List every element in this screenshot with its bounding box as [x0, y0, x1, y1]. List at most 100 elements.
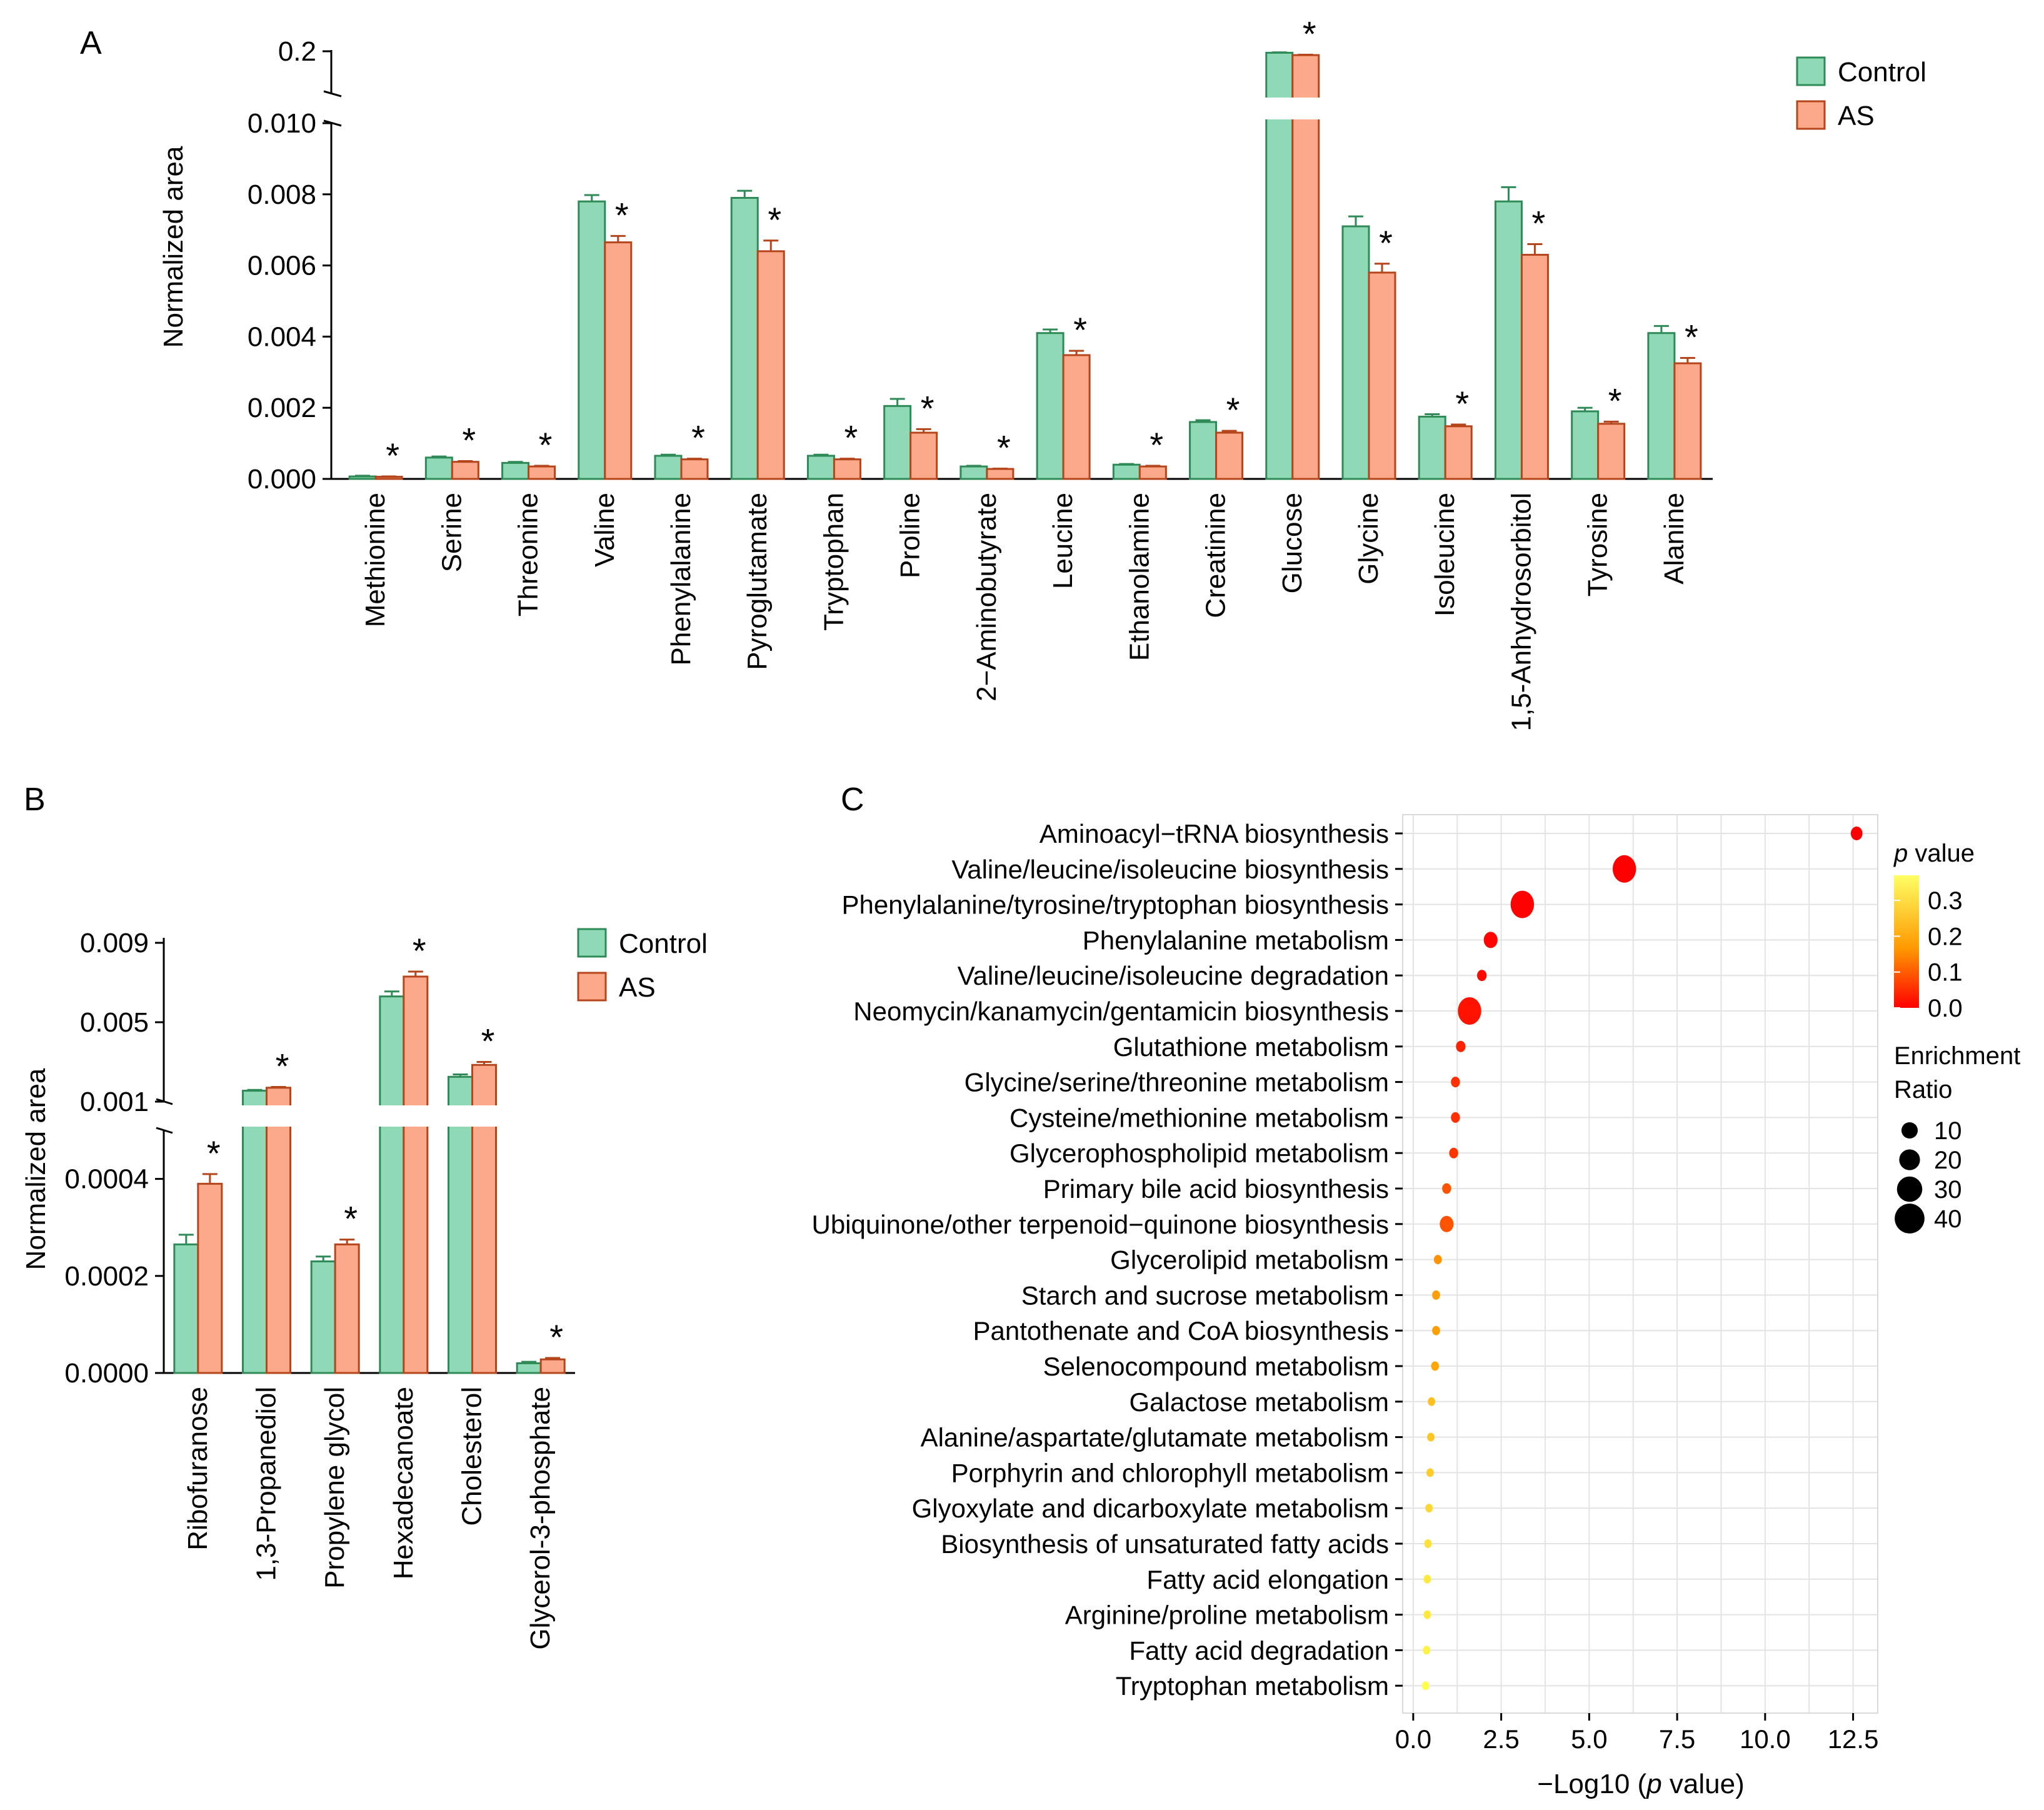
bar-control: [242, 1090, 268, 1374]
x-tick-label: Tyrosine: [1583, 493, 1613, 596]
panel-a-y-ticks: 0.000 0.002 0.004 0.006 0.008 0.010 0.2: [248, 36, 331, 495]
x-tick-label: Hexadecanoate: [388, 1387, 419, 1579]
significance-star: *: [1226, 390, 1240, 430]
y-tick-label: 0.0002: [64, 1261, 149, 1292]
x-tick-label: 5.0: [1571, 1724, 1607, 1754]
pathway-label: Neomycin/kanamycin/gentamicin biosynthes…: [853, 997, 1389, 1026]
bar-as: [1062, 354, 1091, 480]
panel-a-legend-as-swatch: [1796, 100, 1826, 130]
panel-a-bars: * * * * * * * * * * * * * * * * * *: [348, 14, 1702, 480]
color-tick-label: 0.1: [1928, 959, 1963, 987]
pathway-label: Glycerophospholipid metabolism: [1009, 1139, 1389, 1168]
y-tick-label: 0.005: [80, 1007, 149, 1038]
bar-as: [403, 975, 429, 1374]
significance-star: *: [549, 1317, 563, 1357]
panel-c-pathway-labels: Aminoacyl−tRNA biosynthesis Valine/leucin…: [811, 819, 1403, 1701]
x-tick-label: 0.0: [1395, 1724, 1431, 1754]
panel-b-axis-break-bottom: [156, 1127, 173, 1134]
color-tick-label: 0.0: [1928, 995, 1963, 1022]
pathway-point: [1427, 1432, 1435, 1442]
pathway-point: [1612, 855, 1636, 883]
pathway-label: Starch and sucrose metabolism: [1021, 1280, 1389, 1310]
y-tick-label: 0.000: [248, 464, 316, 495]
pathway-point: [1440, 1215, 1454, 1232]
panel-a-legend-control-swatch: [1796, 56, 1826, 86]
significance-star: *: [344, 1199, 358, 1239]
bar-control: [1647, 332, 1676, 480]
panel-c-label: C: [841, 782, 864, 818]
panel-c-color-bar: [1894, 875, 1919, 1008]
pathway-point: [1483, 932, 1498, 948]
bar-control: [348, 475, 377, 480]
pathway-point: [1451, 1077, 1460, 1088]
bar-control: [1494, 200, 1523, 480]
significance-star: *: [539, 425, 553, 465]
significance-star: *: [1303, 14, 1316, 53]
panel-b-legend: Control AS: [577, 928, 708, 1003]
significance-star: *: [844, 418, 858, 458]
size-legend-dot: [1901, 1122, 1918, 1139]
x-tick-label: Proline: [895, 493, 926, 578]
bar-as: [1138, 465, 1167, 480]
panel-a-axis-break-top: [323, 90, 342, 98]
bar-as: [1368, 271, 1396, 480]
x-tick-label: Ethanolamine: [1124, 493, 1155, 661]
panel-c-grid: [1403, 815, 1878, 1713]
bar-control: [516, 1362, 542, 1374]
panel-a-legend-control-label: Control: [1838, 57, 1926, 88]
x-tick-label: Threonine: [513, 493, 544, 616]
significance-star: *: [997, 428, 1011, 467]
pathway-point: [1477, 970, 1487, 982]
pathway-point: [1423, 1574, 1431, 1584]
size-legend-dot: [1899, 1149, 1920, 1170]
y-tick-label: 0.0000: [64, 1358, 149, 1389]
bar-control: [883, 405, 912, 480]
bar-as: [1444, 425, 1473, 480]
bar-as: [833, 458, 861, 480]
axis-break-gap: [1263, 98, 1321, 119]
x-tick-label: Glycine: [1353, 493, 1384, 585]
bar-as: [680, 458, 709, 480]
pathway-label: Phenylalanine metabolism: [1083, 925, 1389, 955]
pathway-label: Cysteine/methionine metabolism: [1009, 1103, 1389, 1132]
y-tick-label: 0.010: [248, 108, 316, 139]
pathway-point: [1426, 1468, 1434, 1477]
color-tick-label: 0.2: [1928, 923, 1963, 950]
panel-b-legend-control-swatch: [577, 928, 607, 958]
significance-star: *: [462, 421, 476, 460]
pathway-point: [1423, 1610, 1431, 1619]
panel-c-x-axis-title: −Log10 (p value): [1537, 1769, 1745, 1799]
size-legend-dot: [1895, 1204, 1925, 1234]
bar-control: [501, 461, 530, 480]
pathway-label: Arginine/proline metabolism: [1065, 1601, 1389, 1630]
significance-star: *: [481, 1022, 495, 1061]
bar-control: [654, 455, 683, 480]
pathway-point: [1425, 1504, 1433, 1513]
panel-b-bars: * * * * * *: [173, 931, 566, 1374]
bar-control: [1036, 332, 1065, 480]
pathway-point: [1442, 1183, 1451, 1194]
panel-a-legend: Control AS: [1796, 56, 1926, 131]
y-tick-label: 0.006: [248, 251, 316, 281]
pathway-label: Glycerolipid metabolism: [1110, 1245, 1389, 1275]
bar-control: [424, 456, 453, 480]
bar-as: [197, 1182, 223, 1374]
x-tick-label: 7.5: [1659, 1724, 1695, 1754]
x-tick-label: Leucine: [1048, 493, 1078, 589]
bar-control: [1112, 463, 1141, 480]
x-tick-label: 12.5: [1828, 1724, 1879, 1754]
bar-control: [1341, 225, 1370, 480]
bar-as: [539, 1358, 566, 1374]
x-tick-label: Serine: [436, 493, 467, 572]
pathway-point: [1432, 1290, 1440, 1300]
bar-control: [1571, 410, 1600, 480]
pathway-label: Aminoacyl−tRNA biosynthesis: [1040, 819, 1389, 848]
pathway-label: Selenocompound metabolism: [1043, 1352, 1389, 1381]
pathway-point: [1458, 997, 1481, 1025]
panel-a-axis-break-bottom: [323, 119, 342, 127]
bar-as: [909, 431, 938, 480]
bar-control: [173, 1243, 199, 1374]
panel-b-y-ticks: 0.0000 0.0002 0.0004 0.001 0.005 0.009: [64, 928, 164, 1389]
x-tick-label: Phenylalanine: [666, 493, 696, 665]
